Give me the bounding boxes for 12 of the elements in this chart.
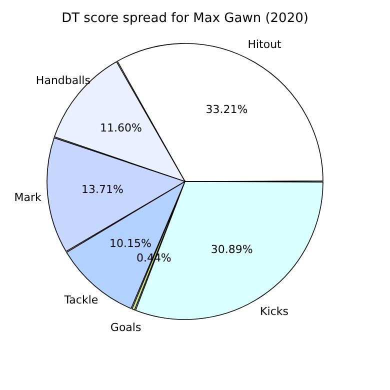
slice-label: Goals — [110, 321, 142, 334]
data-label: 13.71% — [81, 183, 124, 196]
data-label: 10.15% — [110, 237, 152, 250]
slice-label: Tackle — [63, 294, 98, 307]
slice-label: Hitout — [248, 38, 282, 51]
data-label: 11.60% — [100, 122, 142, 135]
slice-label: Mark — [14, 191, 42, 204]
chart-title: DT score spread for Max Gawn (2020) — [62, 11, 308, 26]
data-label: 30.89% — [210, 242, 253, 256]
slice-label: Handballs — [36, 74, 91, 87]
slice-label: Kicks — [260, 304, 289, 318]
data-label: 33.21% — [206, 102, 248, 116]
